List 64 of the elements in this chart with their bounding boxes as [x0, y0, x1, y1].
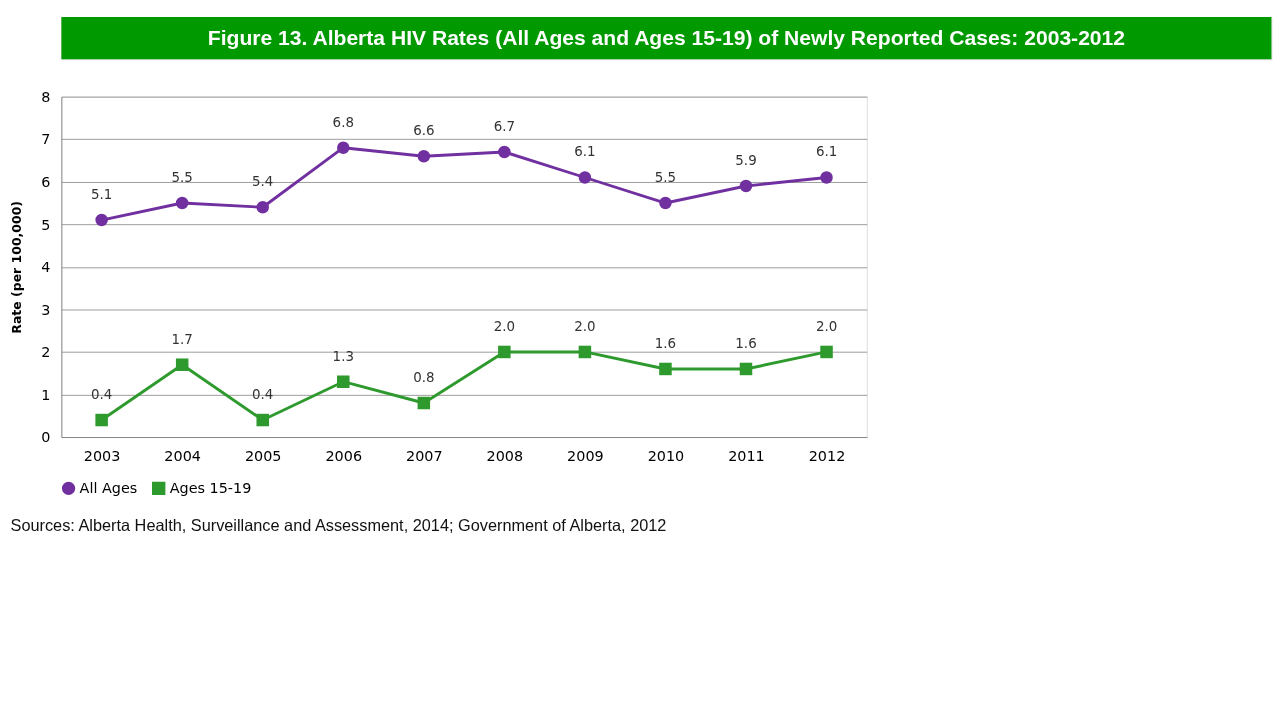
- x-tick-label: 2011: [728, 447, 765, 464]
- data-label: 5.4: [252, 174, 274, 190]
- data-label: 0.8: [413, 369, 435, 385]
- y-tick-label: 4: [41, 259, 51, 276]
- x-tick-label: 2009: [567, 447, 604, 464]
- x-tick-label: 2003: [83, 447, 121, 464]
- point: [820, 171, 833, 184]
- point: [659, 362, 672, 376]
- x-tick-label: 2008: [486, 447, 524, 464]
- point: [175, 196, 189, 210]
- data-label: 6.8: [332, 114, 354, 130]
- point: [578, 345, 592, 359]
- y-axis-title: Rate (per 100,000): [9, 200, 25, 334]
- data-label: 5.9: [735, 152, 757, 168]
- source-note: Sources: Alberta Health, Surveillance and Assessment, 2014; Government of Alberta, 2012: [10, 516, 667, 535]
- data-label: 2.0: [493, 318, 516, 334]
- data-label: 1.6: [654, 335, 677, 351]
- data-label: 6.7: [493, 118, 516, 134]
- data-label: 6.1: [574, 144, 596, 160]
- point: [175, 358, 189, 371]
- data-label: 1.7: [171, 331, 193, 347]
- x-tick-label: 2005: [244, 447, 282, 464]
- point: [498, 145, 511, 159]
- x-tick-label: 2004: [164, 447, 201, 464]
- y-tick-label: 8: [41, 88, 51, 105]
- data-label: 1.6: [735, 335, 757, 351]
- y-tick-label: 2: [41, 344, 51, 361]
- point: [820, 345, 833, 359]
- data-label: 6.1: [815, 144, 838, 160]
- data-label: 2.0: [815, 318, 838, 334]
- point: [95, 213, 108, 227]
- legend-label: All Ages: [79, 480, 138, 497]
- point: [95, 413, 108, 427]
- data-label: 5.5: [171, 169, 193, 185]
- point: [256, 413, 269, 427]
- point: [739, 179, 753, 193]
- data-label: 5.5: [654, 169, 677, 185]
- y-tick-label: 7: [41, 131, 51, 148]
- point: [739, 362, 753, 376]
- x-tick-label: 2010: [647, 447, 685, 464]
- point: [578, 171, 592, 184]
- y-tick-label: 1: [41, 386, 51, 403]
- x-tick-label: 2006: [325, 447, 363, 464]
- x-tick-label: 2007: [406, 447, 443, 464]
- point: [337, 375, 350, 388]
- data-label: 2.0: [574, 318, 596, 334]
- chart-title: Figure 13. Alberta HIV Rates (All Ages and Ages 15-19) of Newly Reported Cases: 2003-2012: [207, 25, 1126, 49]
- data-label: 0.4: [90, 386, 113, 402]
- point: [417, 149, 431, 163]
- point: [417, 396, 431, 410]
- y-tick-label: 0: [41, 429, 51, 446]
- point: [337, 141, 350, 154]
- data-label: 1.3: [332, 348, 354, 364]
- y-tick-label: 5: [41, 216, 51, 233]
- data-label: 5.1: [90, 186, 113, 202]
- legend-label: Ages 15-19: [169, 480, 252, 497]
- y-tick-label: 3: [41, 301, 51, 318]
- point: [256, 201, 269, 214]
- data-label: 6.6: [413, 123, 435, 139]
- x-tick-label: 2012: [808, 447, 846, 464]
- point: [498, 345, 511, 359]
- point: [659, 196, 672, 210]
- data-label: 0.4: [252, 386, 274, 402]
- y-tick-label: 6: [41, 174, 51, 191]
